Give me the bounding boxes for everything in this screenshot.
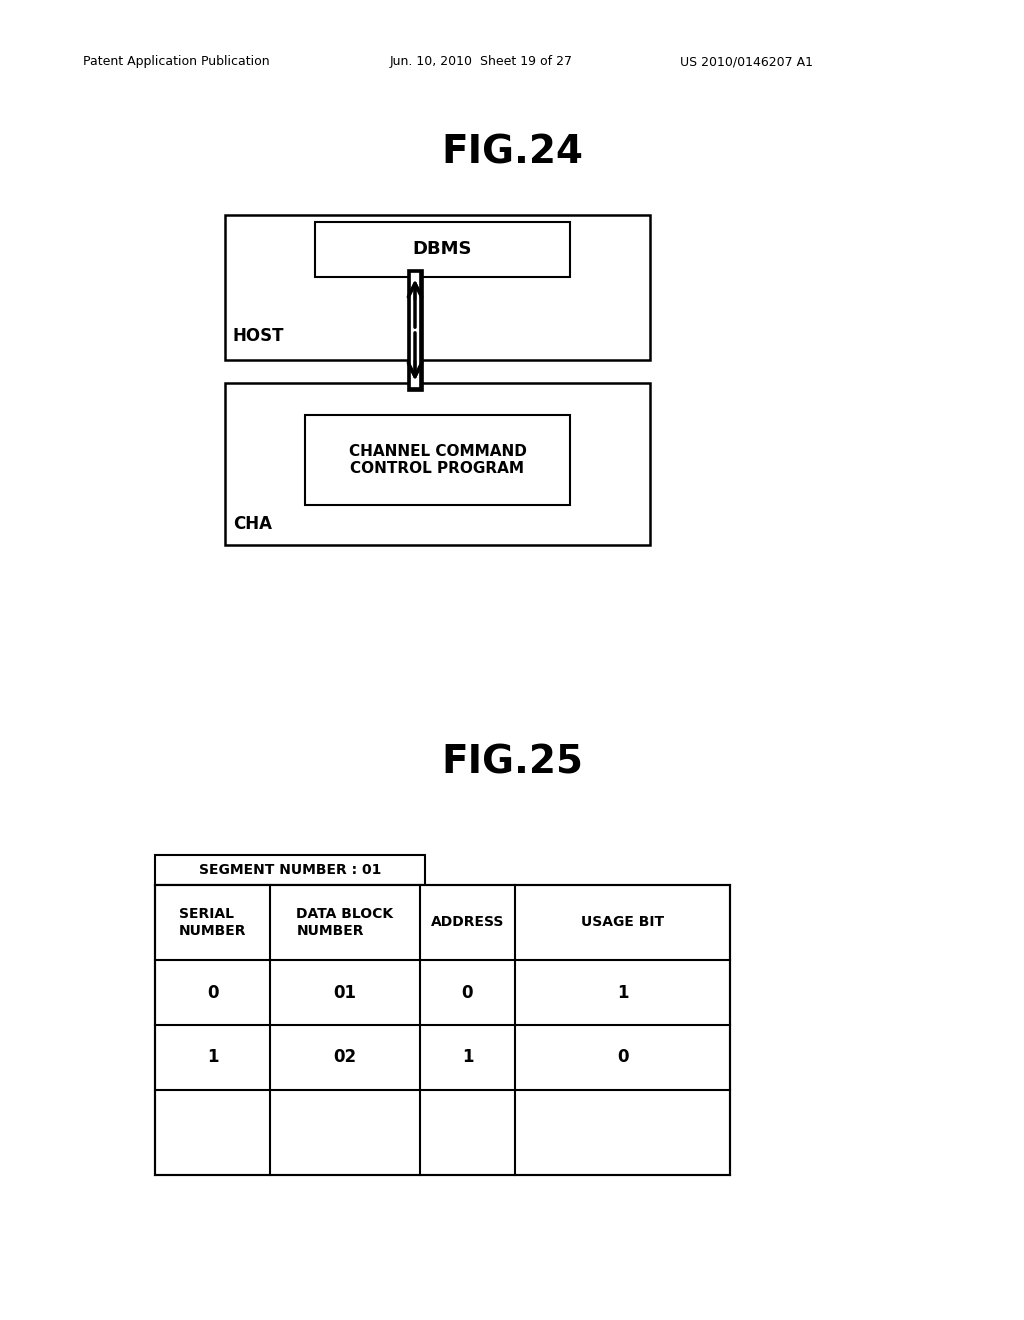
Text: ADDRESS: ADDRESS <box>431 916 504 929</box>
Text: 1: 1 <box>207 1048 218 1067</box>
Text: Jun. 10, 2010  Sheet 19 of 27: Jun. 10, 2010 Sheet 19 of 27 <box>390 55 573 69</box>
Text: 1: 1 <box>462 1048 473 1067</box>
Text: Patent Application Publication: Patent Application Publication <box>83 55 269 69</box>
Text: DBMS: DBMS <box>413 240 472 259</box>
Text: US 2010/0146207 A1: US 2010/0146207 A1 <box>680 55 813 69</box>
Text: 0: 0 <box>207 983 218 1002</box>
Text: FIG.24: FIG.24 <box>441 133 583 172</box>
Bar <box>315 222 570 277</box>
Text: 0: 0 <box>616 1048 629 1067</box>
Bar <box>225 215 650 360</box>
Text: USAGE BIT: USAGE BIT <box>581 916 664 929</box>
Text: CHANNEL COMMAND
CONTROL PROGRAM: CHANNEL COMMAND CONTROL PROGRAM <box>348 444 526 477</box>
Text: SERIAL
NUMBER: SERIAL NUMBER <box>179 907 246 937</box>
Text: SEGMENT NUMBER : 01: SEGMENT NUMBER : 01 <box>199 863 381 876</box>
Bar <box>305 414 570 506</box>
Text: 02: 02 <box>334 1048 356 1067</box>
Bar <box>155 884 730 1175</box>
Bar <box>225 383 650 545</box>
Text: DATA BLOCK
NUMBER: DATA BLOCK NUMBER <box>296 907 393 937</box>
Bar <box>155 855 425 884</box>
Text: CHA: CHA <box>233 515 272 533</box>
Text: 1: 1 <box>616 983 629 1002</box>
Text: 0: 0 <box>462 983 473 1002</box>
Text: HOST: HOST <box>233 327 285 345</box>
Text: FIG.25: FIG.25 <box>441 743 583 781</box>
Text: 01: 01 <box>334 983 356 1002</box>
